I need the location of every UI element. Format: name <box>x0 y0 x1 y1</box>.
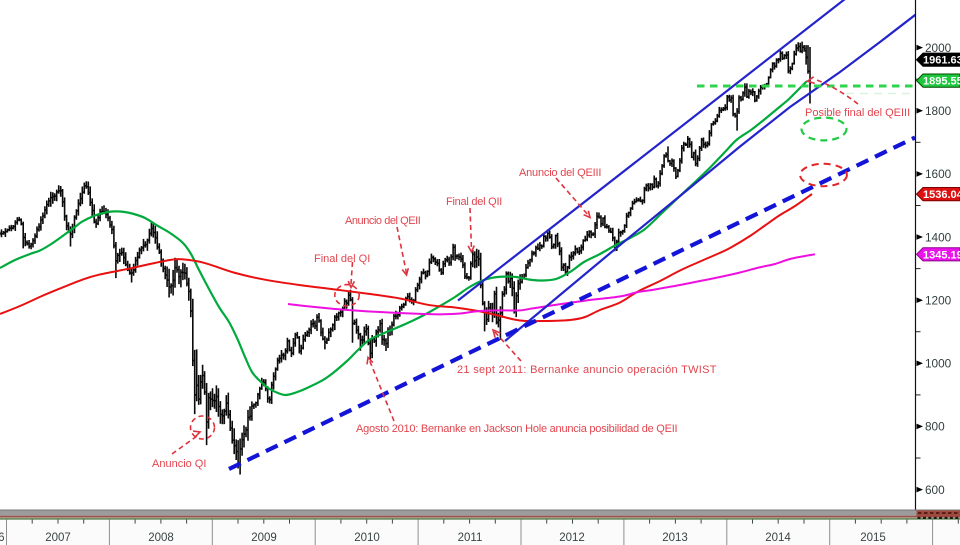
svg-text:2011: 2011 <box>458 532 483 544</box>
svg-text:1961.63: 1961.63 <box>923 55 960 67</box>
svg-text:2012: 2012 <box>559 532 585 544</box>
svg-text:2009: 2009 <box>251 532 277 544</box>
svg-text:Agosto 2010: Bernanke en Jacks: Agosto 2010: Bernanke en Jackson Hole an… <box>356 423 678 435</box>
svg-text:2014: 2014 <box>765 532 791 544</box>
svg-text:1345.19: 1345.19 <box>923 249 960 261</box>
svg-text:600: 600 <box>925 483 945 497</box>
svg-text:1536.04: 1536.04 <box>923 189 960 201</box>
svg-text:21 sept 2011: Bernanke anuncio: 21 sept 2011: Bernanke anuncio operación… <box>457 364 717 376</box>
svg-text:2013: 2013 <box>662 532 688 544</box>
svg-text:Posible final del QEIII: Posible final del QEIII <box>805 107 910 119</box>
svg-text:Anuncio del QEII: Anuncio del QEII <box>345 215 421 227</box>
svg-text:1600: 1600 <box>925 167 952 181</box>
svg-text:2010: 2010 <box>354 532 380 544</box>
svg-text:1895.55: 1895.55 <box>923 76 960 88</box>
svg-text:1800: 1800 <box>925 104 952 118</box>
svg-text:Final del QII: Final del QII <box>446 196 502 208</box>
svg-text:Anuncio del QEIII: Anuncio del QEIII <box>519 167 601 179</box>
svg-text:1000: 1000 <box>925 357 952 371</box>
svg-text:1200: 1200 <box>925 294 952 308</box>
svg-text:2008: 2008 <box>148 532 174 544</box>
svg-text:Final del QI: Final del QI <box>314 253 370 265</box>
svg-text:6: 6 <box>0 532 5 544</box>
svg-text:1400: 1400 <box>925 230 952 244</box>
svg-text:2015: 2015 <box>860 532 886 544</box>
svg-text:800: 800 <box>925 420 945 434</box>
svg-text:2000: 2000 <box>925 41 952 55</box>
svg-text:Anuncio QI: Anuncio QI <box>152 458 206 470</box>
svg-text:2007: 2007 <box>45 532 71 544</box>
